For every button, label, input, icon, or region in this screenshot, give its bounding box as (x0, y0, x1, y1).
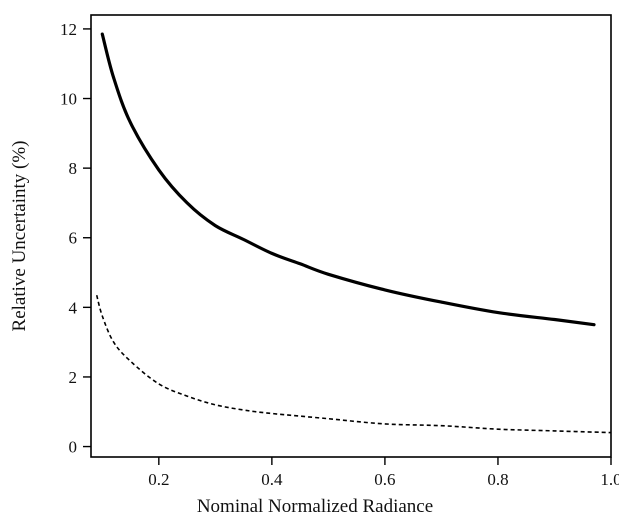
x-tick-label: 1.0 (600, 470, 619, 489)
y-tick-label: 6 (69, 229, 78, 248)
x-axis: 0.2 0.4 0.6 0.8 1.0 (148, 457, 619, 489)
x-tick-label: 0.4 (261, 470, 283, 489)
x-tick-label: 0.2 (148, 470, 169, 489)
y-tick-label: 2 (69, 368, 78, 387)
y-tick-label: 0 (69, 438, 78, 457)
x-tick-label: 0.8 (487, 470, 508, 489)
x-tick-label: 0.6 (374, 470, 395, 489)
plot-frame (90, 14, 612, 458)
y-tick-label: 10 (60, 90, 77, 109)
x-axis-title: Nominal Normalized Radiance (197, 496, 433, 517)
solid-series-line (100, 32, 596, 327)
y-axis-title: Relative Uncertainty (%) (9, 141, 30, 332)
y-tick-label: 8 (69, 159, 78, 178)
dashed-series-line (95, 294, 612, 434)
series-layer (95, 32, 612, 434)
y-tick-label: 4 (69, 298, 78, 317)
y-tick-label: 12 (60, 20, 77, 39)
y-axis: 0 2 4 6 8 10 12 (60, 20, 91, 457)
